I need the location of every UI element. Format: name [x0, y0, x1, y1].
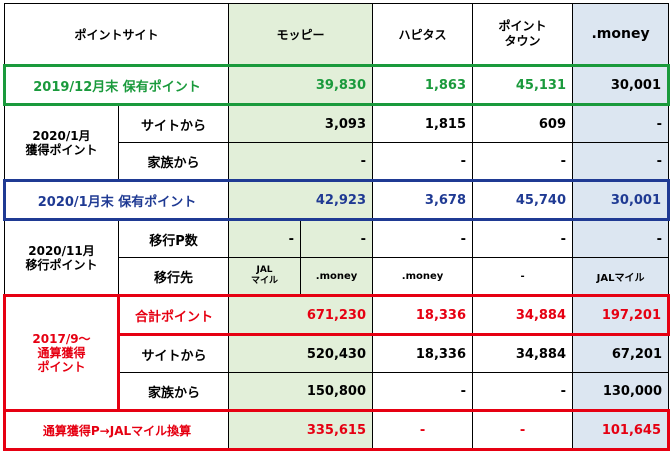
row-jal: 通算獲得P→JALマイル換算 335,615 - - 101,645 [2, 409, 671, 451]
jan-family-money: - [572, 142, 670, 181]
nov-count-money: - [572, 219, 670, 258]
nov-dest-label: 移行先 [117, 257, 230, 296]
group-total-line3: ポイント [37, 360, 86, 374]
header-pointtown: ポイント タウン [472, 3, 574, 66]
total-family-moppy: 150,800 [228, 372, 374, 411]
header-pointtown-line2: タウン [504, 34, 541, 48]
total-site-pointtown: 34,884 [472, 334, 574, 373]
header-hapitas: ハピタス [372, 3, 474, 66]
jan-family-label: 家族から [117, 142, 230, 181]
jan-site-moppy: 3,093 [228, 104, 374, 143]
row-2020-nov-dest: 移行先 JAL マイル .money .money - JALマイル [5, 257, 670, 296]
row-2019-moppy: 39,830 [228, 64, 374, 106]
total-label: 合計ポイント [117, 294, 230, 336]
nov-dest-moppy-a-line2: マイル [251, 276, 279, 286]
jan-site-money: - [572, 104, 670, 143]
row-2019-dec: 2019/12月末 保有ポイント 39,830 1,863 45,131 30,… [2, 64, 671, 106]
total-pointtown: 34,884 [472, 294, 574, 336]
group-total-line2: 通算獲得 [37, 346, 86, 360]
row-jal-hapitas: - [372, 409, 474, 451]
group-2020-nov-line2: 移行ポイント [25, 257, 98, 272]
total-family-label: 家族から [117, 372, 230, 411]
row-jal-money: 101,645 [572, 409, 671, 451]
row-2019-money: 30,001 [572, 64, 671, 106]
row-2020-jan-end-hapitas: 3,678 [372, 179, 474, 221]
group-2020-nov-label: 2020/11月 移行ポイント [4, 219, 119, 296]
row-jal-label: 通算獲得P→JALマイル換算 [2, 409, 230, 451]
header-pointtown-line1: ポイント [498, 19, 547, 33]
row-2020-jan-site: 2020/1月 獲得ポイント サイトから 3,093 1,815 609 - [4, 104, 670, 181]
group-2020-nov-line1: 2020/11月 [28, 243, 95, 258]
jan-family-moppy: - [228, 142, 374, 181]
row-2019-pointtown: 45,131 [472, 64, 574, 106]
row-2019-hapitas: 1,863 [372, 64, 474, 106]
group-total-label: 2017/9〜 通算獲得 ポイント [3, 294, 120, 412]
total-moppy: 671,230 [228, 294, 374, 336]
jan-site-label: サイトから [117, 104, 230, 143]
header-money: .money [572, 3, 670, 66]
nov-count-moppy-a: - [228, 219, 302, 258]
nov-dest-moppy-b: .money [300, 257, 374, 296]
group-total-line1: 2017/9〜 [32, 332, 91, 346]
total-site-moppy: 520,430 [228, 334, 374, 373]
nov-dest-hapitas: .money [372, 257, 474, 296]
jan-site-hapitas: 1,815 [372, 104, 474, 143]
row-2020-jan-end-money: 30,001 [572, 179, 671, 221]
group-2020-jan-line2: 獲得ポイント [25, 142, 98, 157]
nov-dest-moppy-a-line1: JAL [256, 265, 273, 275]
group-2020-jan-label: 2020/1月 獲得ポイント [4, 104, 119, 181]
nov-dest-moppy-a: JAL マイル [228, 257, 302, 296]
total-family-hapitas: - [372, 372, 474, 411]
header-site-label: ポイントサイト [3, 3, 230, 66]
row-2020-jan-end-pointtown: 45,740 [472, 179, 574, 221]
row-total-family: 家族から 150,800 - - 130,000 [5, 372, 670, 411]
row-2020-jan-end: 2020/1月末 保有ポイント 42,923 3,678 45,740 30,0… [2, 179, 671, 221]
nov-count-hapitas: - [372, 219, 474, 258]
row-jal-pointtown: - [472, 409, 574, 451]
total-site-money: 67,201 [572, 334, 670, 373]
header-moppy: モッピー [228, 3, 374, 66]
row-2020-jan-end-label: 2020/1月末 保有ポイント [2, 179, 230, 221]
total-hapitas: 18,336 [372, 294, 474, 336]
points-summary-table: ポイントサイト モッピー ハピタス ポイント タウン .money 2019/1… [2, 3, 671, 451]
row-2020-jan-end-moppy: 42,923 [228, 179, 374, 221]
row-total: 2017/9〜 通算獲得 ポイント 合計ポイント 671,230 18,336 … [3, 294, 671, 412]
row-2020-nov-count: 2020/11月 移行ポイント 移行P数 - - - - - [4, 219, 670, 296]
group-2020-jan-line1: 2020/1月 [32, 128, 91, 143]
row-jal-moppy: 335,615 [228, 409, 374, 451]
row-2020-jan-family: 家族から - - - - [5, 142, 670, 181]
jan-family-hapitas: - [372, 142, 474, 181]
row-2019-label: 2019/12月末 保有ポイント [2, 64, 230, 106]
jan-site-pointtown: 609 [472, 104, 574, 143]
header-row: ポイントサイト モッピー ハピタス ポイント タウン .money [3, 3, 670, 66]
nov-count-label: 移行P数 [117, 219, 230, 258]
total-site-hapitas: 18,336 [372, 334, 474, 373]
jan-family-pointtown: - [472, 142, 574, 181]
nov-dest-pointtown: - [472, 257, 574, 296]
points-table-wrap: ポイントサイト モッピー ハピタス ポイント タウン .money 2019/1… [2, 3, 671, 451]
total-family-pointtown: - [472, 372, 574, 411]
total-family-money: 130,000 [572, 372, 670, 411]
total-site-label: サイトから [117, 334, 230, 373]
nov-count-moppy-b: - [300, 219, 374, 258]
nov-dest-money: JALマイル [572, 257, 670, 296]
nov-count-pointtown: - [472, 219, 574, 258]
total-money: 197,201 [572, 294, 671, 336]
row-total-site: サイトから 520,430 18,336 34,884 67,201 [5, 334, 670, 373]
